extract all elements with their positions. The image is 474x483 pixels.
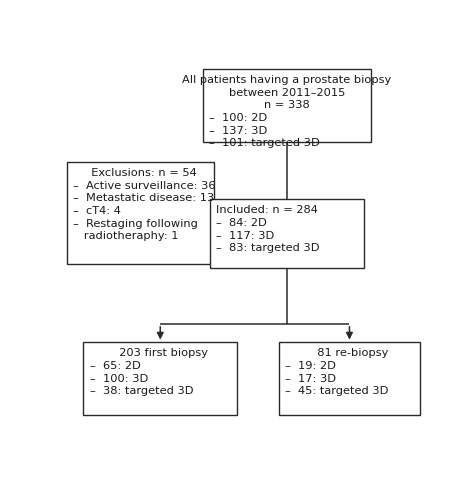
Text: n = 338: n = 338 [264, 100, 310, 110]
Text: –  65: 2D: – 65: 2D [90, 361, 140, 371]
Text: –  cT4: 4: – cT4: 4 [73, 206, 121, 216]
Text: –  137: 3D: – 137: 3D [209, 126, 267, 136]
Text: radiotheraphy: 1: radiotheraphy: 1 [73, 231, 179, 242]
Text: –  Restaging following: – Restaging following [73, 219, 198, 228]
Text: –  101: targeted 3D: – 101: targeted 3D [209, 138, 320, 148]
Bar [279, 342, 420, 415]
Text: –  Metastatic disease: 13: – Metastatic disease: 13 [73, 193, 214, 203]
Text: between 2011–2015: between 2011–2015 [229, 88, 345, 98]
Text: 81 re-biopsy: 81 re-biopsy [310, 348, 389, 358]
Text: –  19: 2D: – 19: 2D [285, 361, 336, 371]
Text: All patients having a prostate biopsy: All patients having a prostate biopsy [182, 75, 392, 85]
Text: –  38: targeted 3D: – 38: targeted 3D [90, 386, 193, 397]
Text: Included: n = 284: Included: n = 284 [217, 205, 319, 215]
Text: –  117: 3D: – 117: 3D [217, 230, 275, 241]
Bar [202, 69, 372, 142]
Text: 203 first biopsy: 203 first biopsy [112, 348, 208, 358]
Bar [83, 342, 237, 415]
Text: Exclusions: n = 54: Exclusions: n = 54 [84, 168, 196, 178]
Bar [66, 162, 213, 264]
Bar [210, 199, 364, 268]
Text: –  84: 2D: – 84: 2D [217, 218, 267, 228]
Text: –  17: 3D: – 17: 3D [285, 374, 337, 384]
Text: –  100: 2D: – 100: 2D [209, 113, 267, 123]
Text: –  83: targeted 3D: – 83: targeted 3D [217, 243, 320, 253]
Text: –  45: targeted 3D: – 45: targeted 3D [285, 386, 389, 397]
Text: –  Active surveillance: 36: – Active surveillance: 36 [73, 181, 216, 191]
Text: –  100: 3D: – 100: 3D [90, 374, 148, 384]
